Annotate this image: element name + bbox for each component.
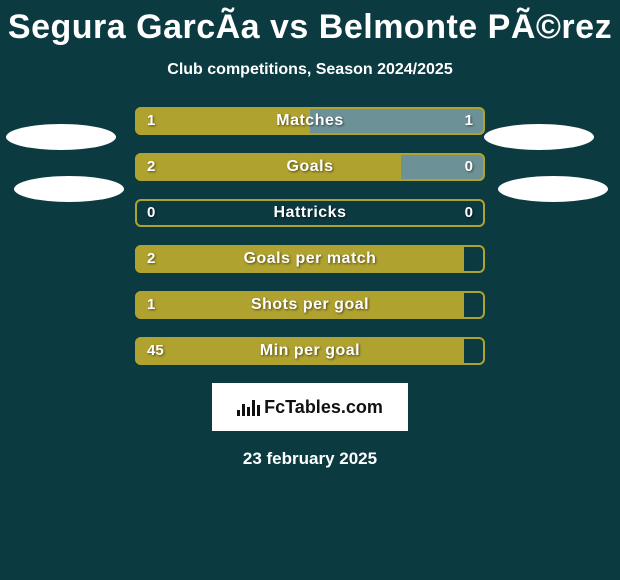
bars-icon	[237, 398, 260, 416]
row-label: Goals per match	[135, 245, 485, 273]
comparison-card: Segura GarcÃ­a vs Belmonte PÃ©rez Club c…	[0, 0, 620, 580]
row-label: Shots per goal	[135, 291, 485, 319]
row-label: Goals	[135, 153, 485, 181]
stat-row: 1Shots per goal	[135, 291, 485, 319]
row-label: Hattricks	[135, 199, 485, 227]
row-label: Min per goal	[135, 337, 485, 365]
player-ellipse	[14, 176, 124, 202]
subtitle: Club competitions, Season 2024/2025	[0, 61, 620, 79]
player-ellipse	[498, 176, 608, 202]
row-label: Matches	[135, 107, 485, 135]
stat-row: 11Matches	[135, 107, 485, 135]
player-ellipse	[6, 124, 116, 150]
brand-badge: FcTables.com	[212, 383, 408, 431]
stat-row: 00Hattricks	[135, 199, 485, 227]
brand-label: FcTables.com	[264, 397, 383, 418]
player-ellipse	[484, 124, 594, 150]
stat-row: 20Goals	[135, 153, 485, 181]
stat-row: 2Goals per match	[135, 245, 485, 273]
date-text: 23 february 2025	[0, 449, 620, 469]
brand-text: FcTables.com	[237, 397, 383, 418]
stats-rows: 11Matches 20Goals 00Hattricks 2Goals per ma…	[135, 107, 485, 365]
stat-row: 45Min per goal	[135, 337, 485, 365]
page-title: Segura GarcÃ­a vs Belmonte PÃ©rez	[0, 0, 620, 47]
